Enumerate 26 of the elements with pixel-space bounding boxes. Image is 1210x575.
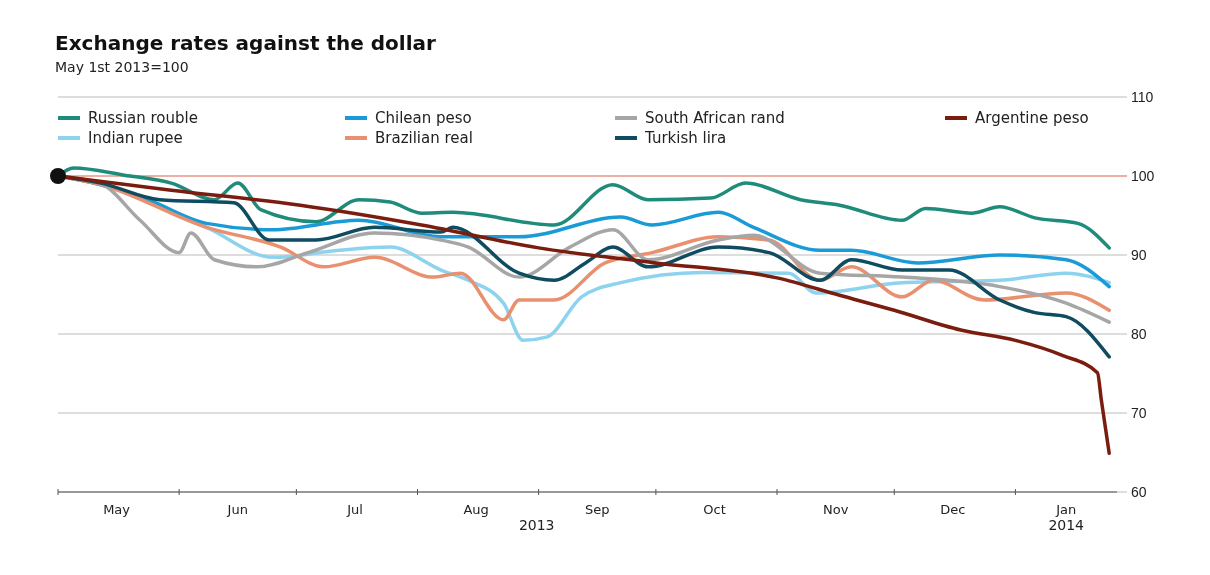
- x-tick-label: May: [103, 502, 131, 517]
- y-tick-label: 90: [1131, 246, 1147, 263]
- y-tick-label: 80: [1131, 325, 1147, 342]
- x-tick-label: Aug: [463, 502, 489, 517]
- y-tick-label: 60: [1131, 483, 1147, 500]
- x-tick-label: Jul: [346, 502, 363, 517]
- y-tick-label: 100: [1131, 167, 1155, 184]
- legend-label: Russian rouble: [88, 109, 198, 127]
- legend-label: Chilean peso: [375, 109, 472, 127]
- legend-label: South African rand: [645, 109, 785, 127]
- y-tick-label: 110: [1131, 88, 1154, 105]
- text: 2013: [518, 517, 555, 533]
- x-tick-label: Nov: [822, 502, 849, 517]
- chart-subtitle: May 1st 2013=100: [55, 59, 189, 75]
- text: 2014: [1048, 517, 1085, 533]
- y-tick-label: 70: [1131, 404, 1147, 421]
- x-tick-label: Oct: [703, 502, 726, 517]
- x-tick-label: Sep: [585, 502, 610, 517]
- legend-label: Brazilian real: [375, 129, 473, 147]
- chart-title: Exchange rates against the dollar: [55, 31, 437, 55]
- x-tick-label: Dec: [940, 502, 966, 517]
- x-tick-label: Jan: [1055, 502, 1077, 517]
- x-tick-label: Jun: [226, 502, 248, 517]
- legend-label: Turkish lira: [644, 129, 727, 147]
- legend-label: Argentine peso: [975, 109, 1089, 127]
- legend-label: Indian rupee: [88, 129, 183, 147]
